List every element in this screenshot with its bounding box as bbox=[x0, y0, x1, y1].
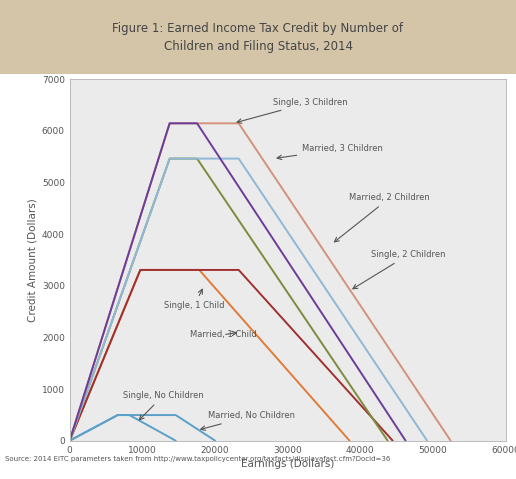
Text: Single, 1 Child: Single, 1 Child bbox=[164, 289, 224, 310]
Text: Single, 3 Children: Single, 3 Children bbox=[237, 98, 348, 123]
Text: Figure 1: Earned Income Tax Credit by Number of
Children and Filing Status, 2014: Figure 1: Earned Income Tax Credit by Nu… bbox=[112, 22, 404, 53]
X-axis label: Earnings (Dollars): Earnings (Dollars) bbox=[241, 459, 334, 469]
Y-axis label: Credit Amount (Dollars): Credit Amount (Dollars) bbox=[28, 198, 38, 322]
Text: Married, 2 Children: Married, 2 Children bbox=[334, 194, 430, 242]
Text: Single, 2 Children: Single, 2 Children bbox=[353, 250, 446, 289]
Text: Married, 1 Child: Married, 1 Child bbox=[189, 330, 256, 339]
Text: Married, 3 Children: Married, 3 Children bbox=[277, 144, 383, 160]
Text: Married, No Children: Married, No Children bbox=[201, 411, 295, 430]
Text: Single, No Children: Single, No Children bbox=[123, 391, 203, 420]
Text: Source: 2014 EITC parameters taken from http://www.taxpolicycenter.org/taxfacts/: Source: 2014 EITC parameters taken from … bbox=[5, 456, 391, 462]
